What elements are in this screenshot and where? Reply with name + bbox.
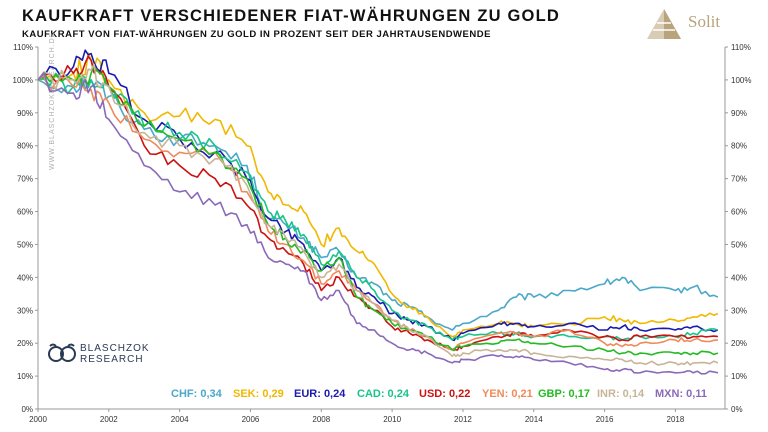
y-tick-label-left: 50% bbox=[17, 240, 33, 249]
y-tick-label-left: 90% bbox=[17, 109, 33, 118]
y-tick-label-right: 110% bbox=[731, 43, 751, 52]
y-tick-label-right: 100% bbox=[731, 76, 751, 85]
legend-item-inr: INR: 0,14 bbox=[597, 388, 645, 400]
x-tick-label: 2018 bbox=[667, 415, 685, 424]
bull-bear-icon bbox=[48, 343, 76, 362]
x-tick-label: 2004 bbox=[171, 415, 189, 424]
legend: CHF: 0,34 SEK: 0,29 EUR: 0,24 CAD: 0,24 USD:… bbox=[171, 388, 707, 400]
x-tick-label: 2006 bbox=[242, 415, 260, 424]
blaschzok-research-logo: BLASCHZOK RESEARCH bbox=[48, 340, 150, 372]
y-tick-label-right: 70% bbox=[731, 175, 747, 184]
brand-name: Solit bbox=[688, 12, 721, 31]
x-tick-label: 2008 bbox=[312, 415, 330, 424]
series-line-mxn bbox=[37, 72, 719, 375]
y-axis-right: 0% 10% 20% 30% 40% 50% 60% 70% 80% 90% 100% 110% bbox=[724, 43, 751, 414]
legend-item-cad: CAD: 0,24 bbox=[357, 388, 410, 400]
x-axis: 2000 2002 2004 2006 2008 2010 2012 2014 2016 2018 bbox=[29, 408, 725, 424]
chart-subtitle: KAUFKRAFT VON FIAT-WÄHRUNGEN ZU GOLD IN … bbox=[22, 29, 491, 40]
y-tick-label-left: 110% bbox=[13, 43, 33, 52]
legend-item-chf: CHF: 0,34 bbox=[171, 388, 223, 400]
pyramid-icon bbox=[647, 9, 681, 39]
legend-item-sek: SEK: 0,29 bbox=[233, 388, 284, 400]
y-tick-label-right: 30% bbox=[731, 306, 747, 315]
legend-item-usd: USD: 0,22 bbox=[419, 388, 470, 400]
y-tick-label-right: 80% bbox=[731, 142, 747, 151]
y-tick-label-right: 40% bbox=[731, 273, 747, 282]
x-tick-label: 2010 bbox=[383, 415, 401, 424]
y-tick-label-right: 0% bbox=[731, 405, 743, 414]
y-tick-label-right: 60% bbox=[731, 208, 747, 217]
solit-logo: Solit bbox=[644, 6, 759, 42]
y-tick-label-right: 10% bbox=[731, 372, 747, 381]
legend-item-gbp: GBP: 0,17 bbox=[538, 388, 590, 400]
y-axis-left: 0% 10% 20% 30% 40% 50% 60% 70% 80% 90% 100% 110% bbox=[13, 43, 39, 414]
y-tick-label-left: 30% bbox=[17, 306, 33, 315]
y-tick-label-left: 10% bbox=[17, 372, 33, 381]
y-tick-label-right: 90% bbox=[731, 109, 747, 118]
x-tick-label: 2016 bbox=[596, 415, 614, 424]
y-tick-label-left: 20% bbox=[17, 339, 33, 348]
series-line-cad bbox=[37, 72, 719, 341]
series-line-sek bbox=[37, 52, 719, 338]
legend-item-yen: YEN: 0,21 bbox=[482, 388, 533, 400]
legend-item-mxn: MXN: 0,11 bbox=[655, 388, 707, 400]
x-tick-label: 2014 bbox=[525, 415, 543, 424]
y-tick-label-left: 40% bbox=[17, 273, 33, 282]
series-line-eur bbox=[37, 49, 719, 342]
x-tick-label: 2002 bbox=[100, 415, 118, 424]
x-tick-label: 2012 bbox=[454, 415, 472, 424]
series-line-inr bbox=[37, 63, 719, 366]
y-tick-label-left: 80% bbox=[17, 142, 33, 151]
legend-item-eur: EUR: 0,24 bbox=[294, 388, 346, 400]
research-logo-line1: BLASCHZOK bbox=[80, 343, 150, 354]
series-line-chf bbox=[37, 77, 719, 331]
y-tick-label-left: 0% bbox=[21, 405, 33, 414]
research-logo-line2: RESEARCH bbox=[80, 354, 144, 365]
y-tick-label-right: 20% bbox=[731, 339, 747, 348]
y-tick-label-left: 60% bbox=[17, 208, 33, 217]
y-tick-label-left: 70% bbox=[17, 175, 33, 184]
x-tick-label: 2000 bbox=[29, 415, 47, 424]
chart-title: KAUFKRAFT VERSCHIEDENER FIAT-WÄHRUNGEN Z… bbox=[22, 7, 560, 25]
series-lines bbox=[37, 49, 719, 375]
y-tick-label-left: 100% bbox=[13, 76, 33, 85]
y-tick-label-right: 50% bbox=[731, 240, 747, 249]
